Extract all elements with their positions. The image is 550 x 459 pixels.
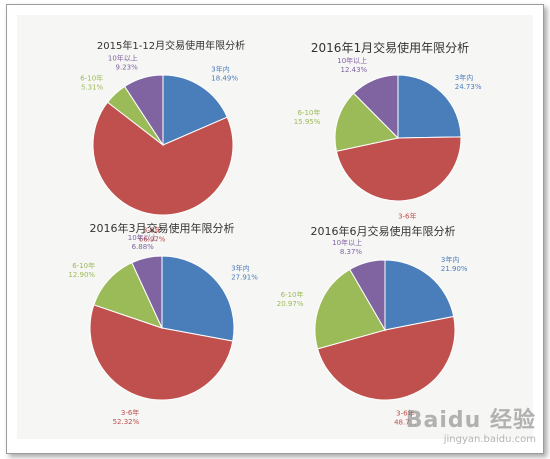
chart-title: 2016年1月交易使用年限分析 bbox=[311, 40, 469, 55]
slice-label: 3年内 bbox=[211, 64, 229, 73]
slice-value: 15.95% bbox=[294, 118, 321, 126]
slice-label: 6-10年 bbox=[281, 290, 304, 299]
slice-label: 10年以上 bbox=[332, 238, 362, 247]
watermark-brand: Baidu 经验 bbox=[405, 408, 536, 433]
slice-value: 12.43% bbox=[340, 66, 367, 74]
pie-slice bbox=[352, 74, 399, 140]
pie-slice bbox=[162, 74, 228, 146]
pie-slice bbox=[397, 74, 462, 139]
slice-label: 3-6年 bbox=[396, 409, 414, 418]
baidu-watermark: Baidu 经验 jingyan.baidu.com bbox=[406, 402, 536, 445]
slice-value: 12.90% bbox=[68, 271, 95, 279]
slice-value: 18.49% bbox=[211, 74, 238, 82]
pie-slice bbox=[92, 101, 234, 216]
watermark-url: jingyan.baidu.com bbox=[443, 434, 536, 445]
chart-title: 2016年6月交易使用年限分析 bbox=[311, 224, 456, 238]
slice-value: 21.90% bbox=[441, 265, 468, 273]
pie-slice bbox=[89, 304, 234, 401]
slice-label: 3-6年 bbox=[398, 212, 416, 221]
slice-value: 27.91% bbox=[231, 273, 258, 281]
chart-title: 2015年1-12月交易使用年限分析 bbox=[97, 39, 245, 52]
slice-value: 8.37% bbox=[340, 248, 363, 256]
pie-slice bbox=[93, 261, 163, 329]
slice-value: 9.23% bbox=[116, 64, 139, 72]
slice-label: 3年内 bbox=[455, 73, 473, 82]
slice-label: 10年以上 bbox=[337, 56, 367, 65]
slice-value: 52.32% bbox=[113, 418, 140, 426]
pie-slice bbox=[314, 268, 386, 350]
slice-value: 5.31% bbox=[81, 83, 104, 91]
pie-slice bbox=[334, 92, 399, 152]
pie-slice bbox=[131, 255, 163, 329]
slice-label: 3-6年 bbox=[121, 408, 139, 417]
slice-label: 6-10年 bbox=[80, 73, 103, 82]
slice-label: 6-10年 bbox=[72, 261, 95, 270]
slice-label: 3年内 bbox=[441, 255, 459, 264]
slice-value: 66.97% bbox=[139, 235, 166, 243]
slice-value: 6.88% bbox=[132, 243, 155, 251]
pie-slice bbox=[316, 315, 456, 401]
slice-label: 3年内 bbox=[231, 263, 249, 272]
slice-value: 48.7… bbox=[394, 419, 417, 427]
pie-slice bbox=[123, 74, 164, 147]
pie-slice bbox=[161, 255, 235, 342]
slice-label: 10年以上 bbox=[108, 54, 138, 63]
chart-title: 2016年3月交易使用年限分析 bbox=[90, 221, 235, 235]
slice-label: 3-6年 bbox=[143, 225, 161, 234]
slice-label: 10年以上 bbox=[128, 233, 158, 242]
slice-label: 6-10年 bbox=[298, 108, 321, 117]
pie-slice bbox=[335, 136, 462, 202]
slice-value: 24.73% bbox=[455, 83, 482, 91]
slice-value: 20.97% bbox=[277, 300, 304, 308]
pie-slice bbox=[384, 259, 455, 331]
pie-slice bbox=[349, 259, 386, 332]
